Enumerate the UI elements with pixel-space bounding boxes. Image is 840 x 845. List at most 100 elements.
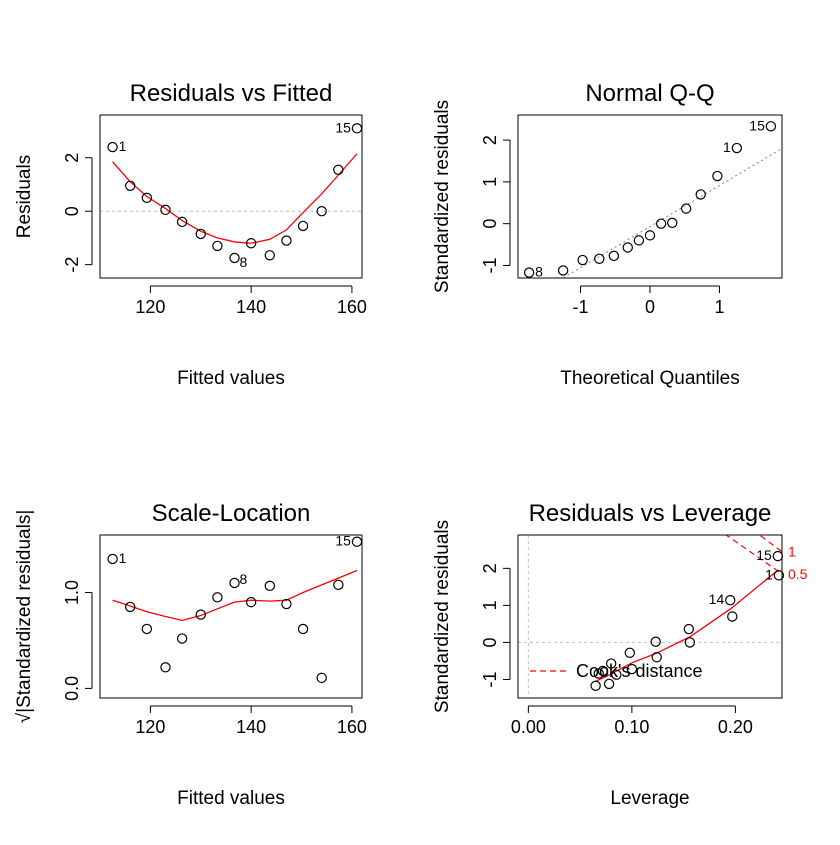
point-label: 15 [756, 547, 772, 563]
point-label: 1 [765, 566, 773, 582]
data-point [107, 553, 118, 565]
data-point [195, 228, 206, 240]
y-tick-label: 0 [480, 637, 500, 647]
data-point [680, 203, 692, 214]
data-point [624, 647, 636, 659]
x-axis-label: Leverage [610, 788, 689, 809]
y-axis-label: Standardized residuals [432, 100, 453, 293]
y-tick-label: -1 [480, 671, 500, 687]
data-point [333, 164, 344, 175]
x-tick-label: 160 [337, 717, 367, 737]
y-tick-label: 2 [480, 135, 500, 145]
smoother-line [595, 569, 779, 682]
x-tick-label: 120 [135, 717, 165, 737]
data-point [695, 189, 706, 200]
data-point [245, 596, 257, 608]
x-tick-label: 120 [135, 297, 165, 317]
y-tick-label: 0.0 [62, 676, 82, 701]
x-tick-label: 140 [236, 297, 266, 317]
data-point [765, 121, 777, 132]
chart-panel-3: 1 8 15 120 140 160 0.0 1.0 Scale-Location Fitted … [14, 500, 367, 809]
data-point [212, 592, 223, 603]
x-axis-label: Fitted values [177, 368, 285, 389]
data-point [333, 579, 344, 591]
data-point [772, 550, 784, 562]
data-point [622, 242, 633, 253]
x-tick-label: 140 [236, 717, 266, 737]
x-tick-label: 0 [645, 297, 655, 317]
y-tick-label: 2 [480, 563, 500, 573]
y-axis-label: Residuals [14, 155, 35, 238]
plot-frame [517, 534, 783, 699]
data-point [281, 598, 292, 610]
y-axis-label: Standardized residuals [432, 520, 453, 713]
plot-area [562, 148, 782, 278]
plot-frame [99, 114, 363, 279]
point-label: 14 [709, 591, 725, 607]
x-tick-label: 160 [337, 297, 367, 317]
chart-panel-2: 8 15 1 -1 0 1 -1 0 1 2 Normal Q-Q Theoretical Quant… [432, 80, 783, 389]
data-point [125, 601, 136, 613]
x-tick-label: 0.20 [718, 717, 753, 737]
data-point [176, 633, 188, 644]
data-point [316, 205, 327, 217]
data-point [651, 652, 662, 663]
data-point [229, 577, 240, 589]
data-point [176, 216, 188, 228]
chart-panel-4: 15 1 14 0.5 1 Cook's distance 0.00 0.10 0.20 -1 0 1… [432, 500, 808, 809]
cooks-level-label: 1 [788, 544, 796, 560]
data-point [107, 141, 118, 153]
point-label: 1 [119, 138, 127, 154]
y-axis-label: √|Standardized residuals| [14, 510, 35, 724]
data-point [125, 180, 136, 192]
chart-title: Residuals vs Fitted [130, 80, 333, 107]
qq-reference-line [562, 148, 782, 278]
y-tick-label: 0 [480, 219, 500, 229]
plot-area [518, 535, 782, 698]
data-point [281, 235, 292, 246]
data-point [577, 254, 588, 266]
data-point [650, 636, 661, 647]
smoother-line [112, 153, 358, 244]
point-label: 8 [240, 254, 248, 270]
data-point [605, 658, 617, 669]
plot-area [112, 569, 358, 622]
point-label: 8 [240, 571, 248, 587]
y-tick-label: 1 [480, 177, 500, 187]
data-point [590, 680, 601, 691]
data-point [195, 609, 206, 620]
data-point [160, 662, 171, 673]
point-label: 8 [535, 264, 543, 280]
y-tick-label: 0 [62, 206, 82, 216]
point-label: 1 [723, 139, 731, 155]
data-point [351, 123, 363, 134]
data-point [731, 142, 743, 154]
y-tick-label: -2 [62, 257, 82, 273]
data-point [523, 267, 535, 278]
y-tick-label: 1 [480, 600, 500, 610]
data-point [633, 235, 645, 246]
data-point [557, 265, 569, 276]
y-tick-label: 2 [62, 153, 82, 163]
cooks-level-label: 0.5 [788, 566, 808, 582]
data-point [229, 252, 240, 264]
data-point [684, 637, 696, 648]
data-point [655, 218, 667, 229]
data-point [245, 238, 257, 249]
chart-title: Normal Q-Q [585, 80, 714, 107]
legend-label: Cook's distance [576, 661, 703, 681]
plot-frame [99, 534, 363, 699]
data-point [683, 623, 695, 635]
chart-title: Scale-Location [152, 500, 311, 527]
data-point [160, 204, 171, 216]
plot-area [100, 153, 362, 244]
data-point [644, 230, 656, 241]
point-label: 15 [749, 117, 765, 133]
data-point [611, 669, 622, 680]
x-tick-label: 0.10 [614, 717, 649, 737]
data-point [667, 217, 678, 229]
y-tick-label: -1 [480, 257, 500, 273]
x-tick-label: 0.00 [511, 717, 546, 737]
smoother-line [112, 569, 358, 622]
